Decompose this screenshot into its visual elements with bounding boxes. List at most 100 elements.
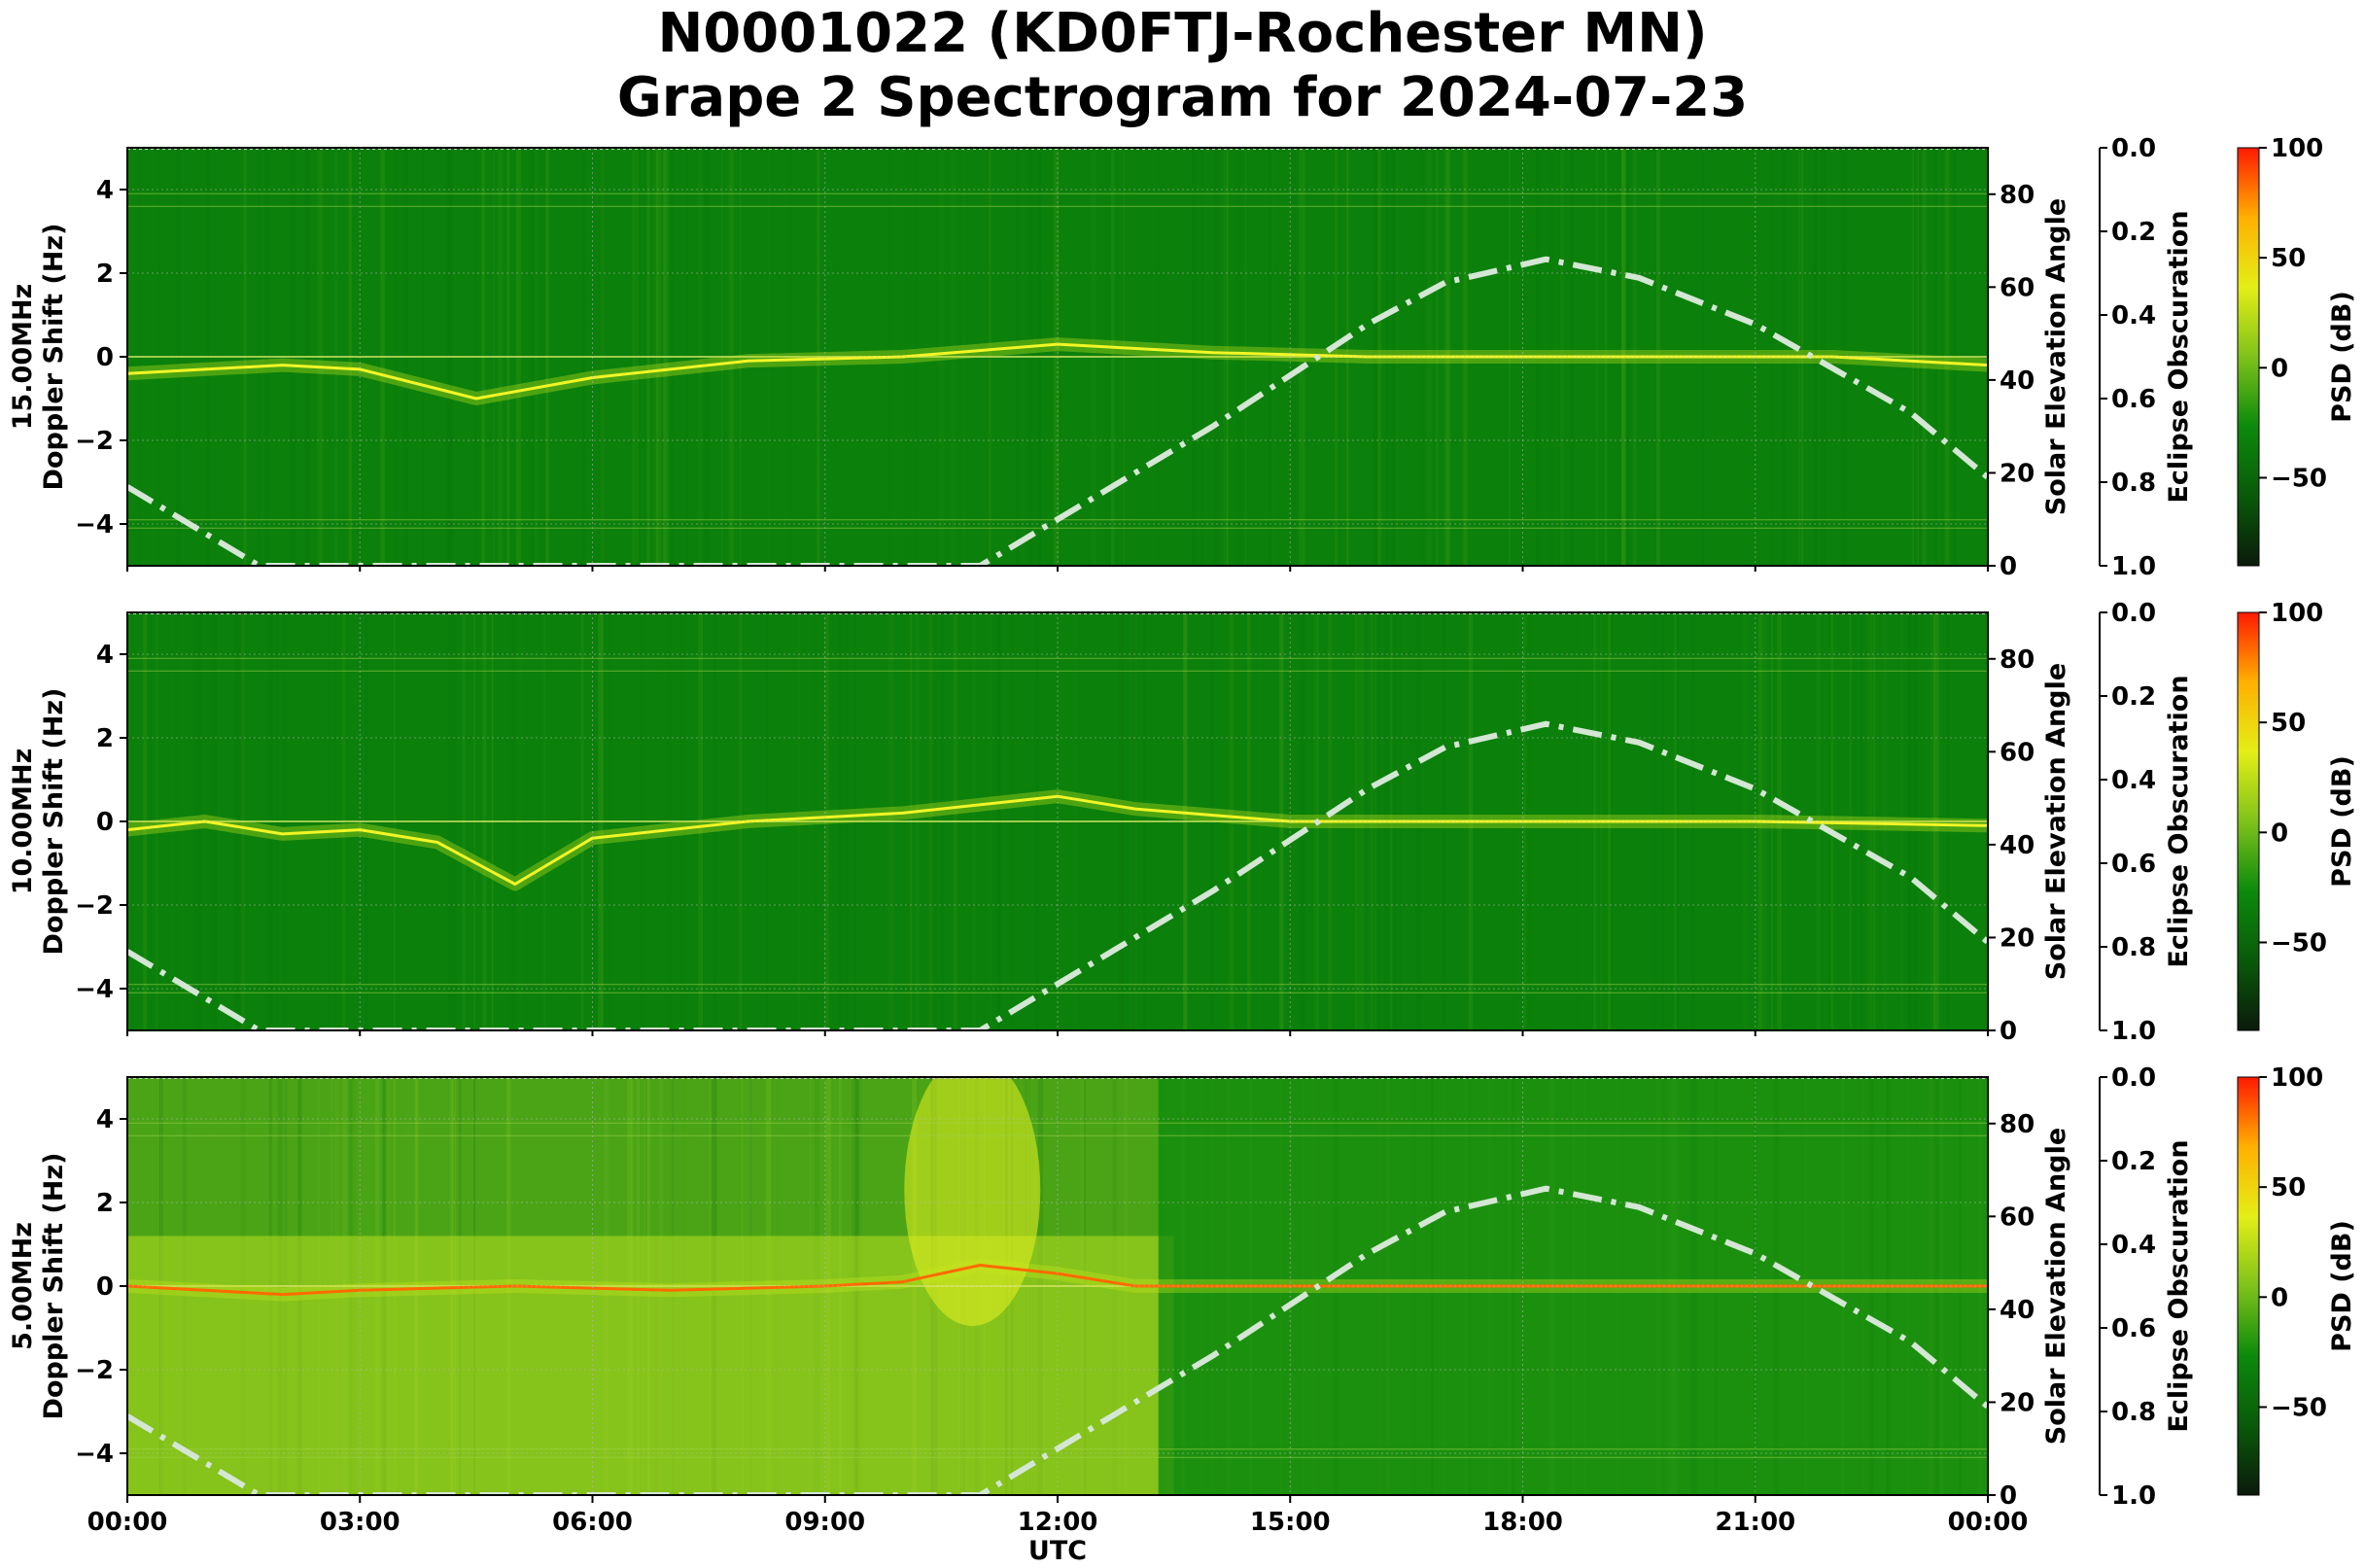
y-axis-label-frequency: 10.00MHz <box>8 749 38 895</box>
y2-tick-label: 20 <box>2000 1388 2035 1417</box>
y3-tick-label: 0.4 <box>2111 301 2156 331</box>
y3-tick-label: 1.0 <box>2111 1017 2156 1046</box>
y2-tick-label: 80 <box>2000 181 2035 210</box>
y3-tick-label: 0.0 <box>2111 599 2156 628</box>
y2-tick-label: 20 <box>2000 923 2035 953</box>
y-tick-label: 0 <box>96 808 114 837</box>
y2-tick-label: 60 <box>2000 273 2035 302</box>
y-tick-label: −2 <box>75 891 114 921</box>
panel-5.00MHz: 420−2−45.00MHz Doppler Shift (Hz)02040608… <box>8 1063 2357 1566</box>
colorbar-label: PSD (dB) <box>2327 755 2357 888</box>
y3-tick-label: 0.4 <box>2111 1231 2156 1260</box>
colorbar <box>2237 1076 2260 1496</box>
colorbar <box>2237 611 2260 1031</box>
colorbar-tick-label: −50 <box>2271 928 2327 958</box>
y2-tick-label: 40 <box>2000 1296 2035 1325</box>
colorbar-label: PSD (dB) <box>2327 291 2357 423</box>
x-axis-label: UTC <box>1028 1536 1087 1566</box>
x-tick-label: 00:00 <box>1948 1508 2029 1537</box>
y3-tick-label: 0.2 <box>2111 1147 2156 1176</box>
y-axis-label-frequency: 5.00MHz <box>8 1222 38 1350</box>
colorbar-label: PSD (dB) <box>2327 1220 2357 1352</box>
x-tick-label: 03:00 <box>320 1508 400 1537</box>
colorbar-tick-label: −50 <box>2271 1393 2327 1422</box>
x-tick-label: 09:00 <box>784 1508 865 1537</box>
y-tick-label: −2 <box>75 427 114 456</box>
colorbar-tick-label: 50 <box>2271 709 2306 738</box>
y-tick-label: 2 <box>96 260 114 289</box>
y3-axis-label: Eclipse Obscuration <box>2164 675 2194 967</box>
y2-tick-label: 20 <box>2000 459 2035 488</box>
panel-10.00MHz: 420−2−410.00MHz Doppler Shift (Hz)0204060… <box>8 599 2357 1046</box>
y3-tick-label: 0.8 <box>2111 933 2156 962</box>
y3-tick-label: 0.6 <box>2111 385 2156 414</box>
colorbar-tick-label: 50 <box>2271 1173 2306 1202</box>
colorbar-tick-label: 0 <box>2271 819 2288 848</box>
y-tick-label: 4 <box>96 1105 114 1134</box>
y-axis-label-doppler: Doppler Shift (Hz) <box>39 224 69 491</box>
title-line-1: N0001022 (KD0FTJ-Rochester MN) <box>657 2 1708 65</box>
y-axis-label-doppler: Doppler Shift (Hz) <box>39 1153 69 1420</box>
y3-tick-label: 0.0 <box>2111 134 2156 163</box>
y-tick-label: 2 <box>96 724 114 753</box>
y3-tick-label: 0.6 <box>2111 850 2156 879</box>
colorbar-tick-label: 100 <box>2271 134 2323 163</box>
x-tick-label: 15:00 <box>1250 1508 1331 1537</box>
panel-15.00MHz: 420−2−415.00MHz Doppler Shift (Hz)0204060… <box>8 134 2357 581</box>
y2-axis-label: Solar Elevation Angle <box>2041 663 2071 980</box>
y3-tick-label: 0.8 <box>2111 1398 2156 1427</box>
colorbar <box>2237 147 2260 567</box>
y-tick-label: 2 <box>96 1189 114 1218</box>
colorbar-tick-label: −50 <box>2271 464 2327 493</box>
y2-tick-label: 80 <box>2000 1110 2035 1139</box>
y3-tick-label: 0.8 <box>2111 469 2156 498</box>
spectrogram-area <box>127 612 1988 1030</box>
colorbar-tick-label: 50 <box>2271 244 2306 273</box>
y2-tick-label: 80 <box>2000 645 2035 675</box>
y-axis-label-doppler: Doppler Shift (Hz) <box>39 688 69 956</box>
figure-title: N0001022 (KD0FTJ-Rochester MN) Grape 2 S… <box>0 2 2365 130</box>
signal-trace <box>127 342 1988 401</box>
y-tick-label: −4 <box>75 510 114 540</box>
spectrogram-area <box>127 148 1988 566</box>
title-line-2: Grape 2 Spectrogram for 2024-07-23 <box>616 66 1749 129</box>
y3-tick-label: 0.4 <box>2111 766 2156 795</box>
colorbar-tick-label: 0 <box>2271 1283 2288 1312</box>
y2-tick-label: 40 <box>2000 366 2035 396</box>
y3-tick-label: 0.6 <box>2111 1314 2156 1343</box>
y2-tick-label: 0 <box>2000 552 2017 581</box>
y2-tick-label: 40 <box>2000 831 2035 860</box>
y2-tick-label: 60 <box>2000 1202 2035 1232</box>
y3-axis-label: Eclipse Obscuration <box>2164 1139 2194 1432</box>
y-tick-label: −4 <box>75 1440 114 1469</box>
colorbar-tick-label: 100 <box>2271 599 2323 628</box>
x-tick-label: 00:00 <box>87 1508 168 1537</box>
y3-tick-label: 1.0 <box>2111 552 2156 581</box>
x-tick-label: 21:00 <box>1715 1508 1795 1537</box>
y2-tick-label: 60 <box>2000 738 2035 767</box>
x-tick-label: 18:00 <box>1482 1508 1563 1537</box>
y-tick-label: 0 <box>96 343 114 372</box>
y3-axis-label: Eclipse Obscuration <box>2164 210 2194 503</box>
y3-tick-label: 0.0 <box>2111 1063 2156 1093</box>
y-axis-label-frequency: 15.00MHz <box>8 284 38 431</box>
y3-tick-label: 0.2 <box>2111 682 2156 712</box>
energy-plume <box>904 1077 1041 1327</box>
y-tick-label: 4 <box>96 641 114 670</box>
colorbar-tick-label: 0 <box>2271 354 2288 383</box>
spectrogram-area <box>127 1077 1988 1495</box>
y2-axis-label: Solar Elevation Angle <box>2041 1128 2071 1445</box>
x-tick-label: 12:00 <box>1018 1508 1098 1537</box>
x-tick-label: 06:00 <box>552 1508 633 1537</box>
y2-tick-label: 0 <box>2000 1017 2017 1046</box>
y3-tick-label: 1.0 <box>2111 1481 2156 1511</box>
colorbar-tick-label: 100 <box>2271 1063 2323 1093</box>
y-tick-label: −4 <box>75 975 114 1004</box>
y2-axis-label: Solar Elevation Angle <box>2041 198 2071 515</box>
y-tick-label: −2 <box>75 1356 114 1385</box>
y-tick-label: 4 <box>96 176 114 205</box>
y-tick-label: 0 <box>96 1272 114 1302</box>
y3-tick-label: 0.2 <box>2111 218 2156 247</box>
y2-tick-label: 0 <box>2000 1481 2017 1511</box>
